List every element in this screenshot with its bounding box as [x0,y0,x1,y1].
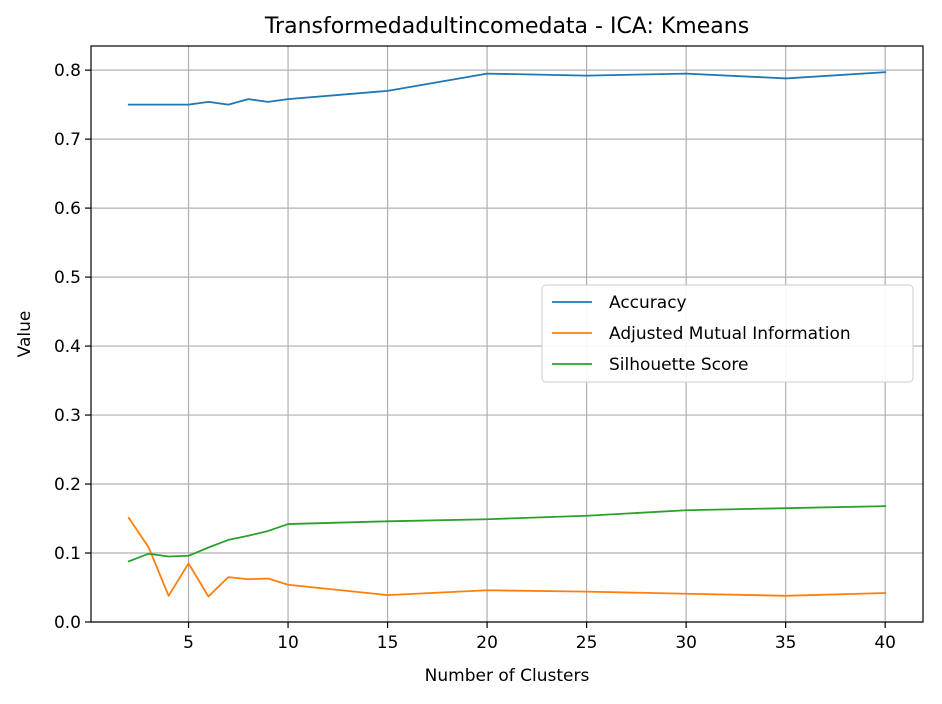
x-axis-label: Number of Clusters [425,666,590,686]
legend-label: Accuracy [609,293,687,313]
legend: Accuracy Adjusted Mutual Information Silho… [541,284,914,383]
x-tick-label: 30 [675,633,697,653]
x-tick-label: 5 [183,633,194,653]
series-line [127,516,887,598]
x-tick-label: 15 [377,633,399,653]
y-tick-label: 0.1 [54,544,81,564]
x-tick-label: 35 [775,633,797,653]
series-line [127,505,887,563]
y-tick-label: 0.5 [54,268,81,288]
y-tick-label: 0.8 [54,61,81,81]
y-tick-label: 0.2 [54,475,81,495]
x-tick-label: 25 [576,633,598,653]
legend-box [541,284,914,383]
plot-frame [90,45,924,623]
y-tick-label: 0.3 [54,406,81,426]
y-tick-label: 0.0 [54,613,81,633]
y-tick-label: 0.7 [54,130,81,150]
x-tick-label: 10 [277,633,299,653]
axes: 5 10 15 20 25 30 35 40 0.0 0.1 0.2 0.3 0.4 0.5 0.6 0.7 0… [54,45,924,653]
y-tick-label: 0.4 [54,337,81,357]
x-tick-label: 20 [476,633,498,653]
y-axis-label: Value [15,311,35,358]
y-tick-label: 0.6 [54,199,81,219]
series-line [127,71,887,106]
legend-label: Silhouette Score [609,355,748,375]
chart-title: Transformedadultincomedata - ICA: Kmeans [264,14,749,39]
x-tick-label: 40 [874,633,896,653]
series-layer [127,71,887,598]
legend-label: Adjusted Mutual Information [609,324,851,344]
